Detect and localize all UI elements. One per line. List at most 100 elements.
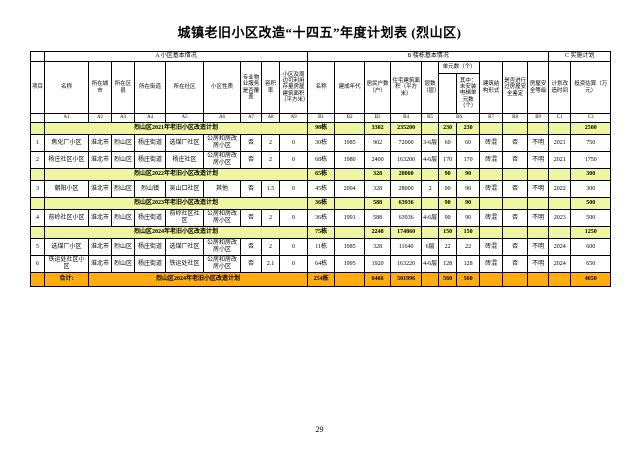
data-cell: 烈山区 <box>111 151 135 169</box>
data-cell: 68栋 <box>307 151 336 169</box>
data-cell: 11栋 <box>307 238 336 256</box>
estate-data-row: 6 铁运处社区小区 淮北市 烈山区 杨庄街道 铁运处社区 公房和房改房小区否 2.1 0 64栋 1… <box>30 255 612 273</box>
data-cell: 不明 <box>527 180 550 198</box>
data-cell: 否 <box>502 180 529 198</box>
col-header-safety-appraisal: 是否进行过房屋安全鉴定 <box>502 61 529 114</box>
subtotal-value-cell <box>421 122 440 135</box>
data-cell: 否 <box>240 255 262 273</box>
total-label: 合计: <box>44 272 89 287</box>
subtotal-value-cell: 230 <box>456 122 481 135</box>
data-cell: 328 <box>364 180 392 198</box>
col-id: B5 <box>421 113 440 123</box>
column-id-row: A1 A2 A3 A4 A5 A6 A7 A8 A9 B1 B2 B3 B4 B… <box>30 113 612 123</box>
col-id: B6 <box>438 113 481 123</box>
subtotal-value-cell: 90 <box>456 197 481 210</box>
col-id: B4 <box>390 113 423 123</box>
col-header-project: 项目 <box>30 61 45 114</box>
col-header-safety-grade: 房屋安全等级 <box>527 61 550 114</box>
data-cell: 杨庄社区 <box>165 151 204 169</box>
data-cell: 36栋 <box>307 209 336 227</box>
data-cell: 90 <box>456 209 481 227</box>
data-cell: 砖混 <box>479 255 504 273</box>
subtotal-value-cell: 90 <box>438 197 458 210</box>
subtotal-value-cell: 2248 <box>364 226 392 239</box>
subtotal-value-cell <box>548 168 572 181</box>
col-header-households: 居民户数（户） <box>364 61 392 114</box>
col-header-stock-area: 小区及周边可利用存量房屋建筑面积（平方米） <box>278 61 309 114</box>
data-cell: 杨庄街道 <box>134 255 166 273</box>
data-cell: 4-6层 <box>421 209 440 227</box>
subtotal-value-cell: 300 <box>570 168 612 181</box>
subtotal-value-cell: 65栋 <box>307 168 336 181</box>
data-cell: 0 <box>278 209 309 227</box>
data-cell: 328 <box>364 238 392 256</box>
col-header-build-year: 建成年代 <box>334 61 366 114</box>
data-cell: 不明 <box>527 151 550 169</box>
data-cell: 0 <box>278 255 309 273</box>
subtotal-value-cell <box>479 168 504 181</box>
subtotal-blank-cell <box>30 197 45 210</box>
data-cell: 2 <box>261 238 280 256</box>
data-cell: 128 <box>456 255 481 273</box>
subtotal-value-cell: 75栋 <box>307 226 336 239</box>
data-cell: 902 <box>364 134 392 152</box>
data-cell: 90 <box>456 180 481 198</box>
data-cell: 其他 <box>203 180 241 198</box>
data-cell: 45栋 <box>307 180 336 198</box>
section-a-header: A 小区基本情况 <box>43 51 309 62</box>
data-cell: 1985 <box>334 134 366 152</box>
row-number: 5 <box>30 238 45 256</box>
page-number: 29 <box>315 425 324 434</box>
data-cell: 2024 <box>548 255 572 273</box>
col-id: A6 <box>203 113 241 123</box>
data-cell: 淮北市 <box>88 151 112 169</box>
subtotal-blank-cell <box>30 168 45 181</box>
subtotal-value-cell: 230 <box>438 122 458 135</box>
subtotal-plan-label: 烈山区2023年老旧小区改造计划 <box>43 197 309 210</box>
data-cell: 1.5 <box>261 180 280 198</box>
data-cell: 铁运处社区小区 <box>44 255 89 273</box>
col-id: A5 <box>165 113 204 123</box>
data-cell: 否 <box>502 151 529 169</box>
col-subheader-unit-no-elevator: 其中：未安装电梯单元数（个） <box>456 73 481 114</box>
total-value-cell: 4650 <box>570 272 612 287</box>
col-header-county: 所在区县 <box>111 61 135 114</box>
data-cell: 163200 <box>390 151 423 169</box>
data-cell: 淮北市 <box>88 180 112 198</box>
subtotal-plan-label: 烈山区2022年老旧小区改造计划 <box>43 168 309 181</box>
data-cell: 72000 <box>390 134 423 152</box>
data-cell: 28000 <box>390 180 423 198</box>
subtotal-value-cell <box>502 226 529 239</box>
data-cell: 否 <box>502 134 529 152</box>
year-subtotal-row: 烈山区2023年老旧小区改造计划 36栋 588 63936 90 90 500 <box>30 197 612 210</box>
subtotal-plan-label: 烈山区2024年老旧小区改造计划 <box>43 226 309 239</box>
subtotal-value-cell: 588 <box>364 197 392 210</box>
data-cell: 60 <box>438 134 458 152</box>
col-id: A7 <box>240 113 262 123</box>
total-value-cell: 501996 <box>390 272 423 287</box>
data-cell: 128 <box>438 255 458 273</box>
data-cell: 0 <box>278 238 309 256</box>
data-cell: 淮北市 <box>88 238 112 256</box>
col-header-property-service: 专业物业服务是否覆盖 <box>240 61 262 114</box>
data-cell: 否 <box>502 255 529 273</box>
subtotal-value-cell <box>548 226 572 239</box>
data-cell: 30栋 <box>307 134 336 152</box>
data-cell: 杨庄街道 <box>134 238 166 256</box>
subtotal-value-cell: 150 <box>438 226 458 239</box>
data-cell: 烈山区 <box>111 255 135 273</box>
col-id: A1 <box>44 113 89 123</box>
row-number: 6 <box>30 255 45 273</box>
subtotal-value-cell: 98栋 <box>307 122 336 135</box>
total-value-cell: 6466 <box>364 272 392 287</box>
subtotal-value-cell <box>548 122 572 135</box>
col-header-investment: 投资估算（万元） <box>570 61 612 114</box>
total-plan-label: 烈山区2024年老旧小区改造计划 <box>87 272 309 287</box>
subtotal-value-cell <box>479 197 504 210</box>
data-cell: 杨庄街道 <box>134 134 166 152</box>
col-id: C3 <box>570 113 612 123</box>
data-cell: 0 <box>278 180 309 198</box>
col-header-building-name: 名称 <box>307 61 336 114</box>
data-cell: 公房和房改房小区 <box>203 151 241 169</box>
